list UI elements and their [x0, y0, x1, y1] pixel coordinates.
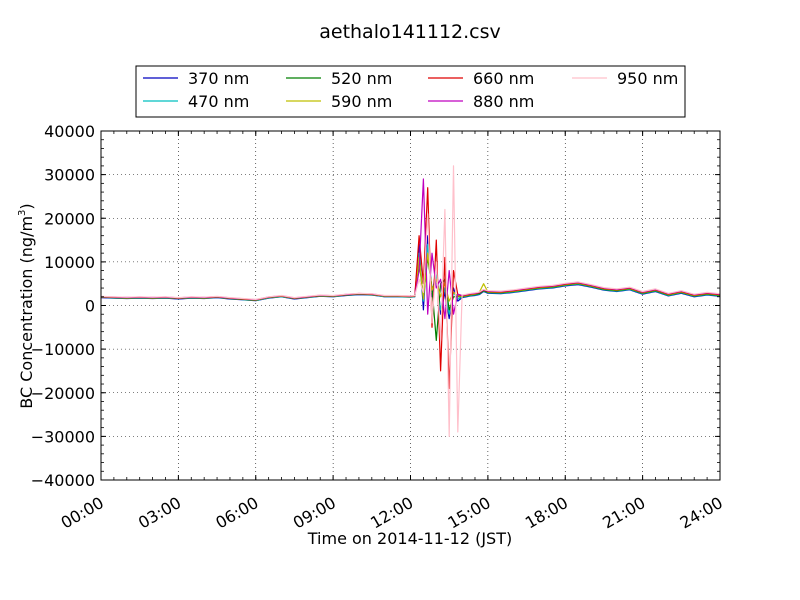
series-line-0 — [101, 235, 720, 320]
y-tick-label: −40000 — [31, 471, 95, 490]
y-tick-label: 30000 — [44, 166, 95, 185]
legend-label: 950 nm — [617, 69, 678, 88]
x-tick-label: 18:00 — [522, 493, 571, 533]
x-tick-label: 09:00 — [290, 493, 339, 533]
y-axis-title-main: BC Concentration (ng/m — [17, 216, 36, 409]
x-tick-labels: 00:00 03:00 06:00 09:00 12:00 15:00 18:00 21:00… — [58, 493, 726, 533]
y-tick-label: 20000 — [44, 209, 95, 228]
y-tick-label: 40000 — [44, 122, 95, 141]
x-tick-label: 06:00 — [212, 493, 261, 533]
y-tick-labels: −40000 −30000 −20000 −10000 0 10000 20000 30000… — [31, 122, 95, 490]
y-tick-label: −10000 — [31, 340, 95, 359]
x-tick-label: 03:00 — [135, 493, 184, 533]
legend: 370 nm 470 nm 520 nm 590 nm 660 nm 880 nm 950 … — [135, 65, 686, 118]
legend-label: 590 nm — [331, 92, 392, 111]
legend-box — [135, 65, 686, 118]
x-tick-label: 15:00 — [444, 493, 493, 533]
y-tick-label: 0 — [85, 297, 95, 316]
series-line-6 — [101, 165, 720, 437]
legend-label: 470 nm — [188, 92, 249, 111]
y-tick-label: 10000 — [44, 253, 95, 272]
series-line-3 — [101, 252, 720, 302]
x-tick-label: 12:00 — [367, 493, 416, 533]
y-axis-title-tail: ) — [17, 203, 36, 209]
x-tick-label: 21:00 — [599, 493, 648, 533]
x-tick-label: 24:00 — [677, 493, 726, 533]
grid — [101, 131, 720, 480]
y-axis-title: BC Concentration (ng/m3) — [17, 203, 36, 408]
y-tick-label: −20000 — [31, 384, 95, 403]
ticks — [100, 130, 721, 481]
legend-label: 880 nm — [473, 92, 534, 111]
y-tick-label: −30000 — [31, 427, 95, 446]
legend-label: 370 nm — [188, 69, 249, 88]
legend-label: 660 nm — [473, 69, 534, 88]
y-axis-title-sup: 3 — [17, 210, 28, 216]
x-axis-title: Time on 2014-11-12 (JST) — [307, 529, 512, 548]
chart-title: aethalo141112.csv — [319, 21, 501, 43]
legend-label: 520 nm — [331, 69, 392, 88]
series-layer — [101, 165, 720, 437]
x-tick-label: 00:00 — [58, 493, 107, 533]
